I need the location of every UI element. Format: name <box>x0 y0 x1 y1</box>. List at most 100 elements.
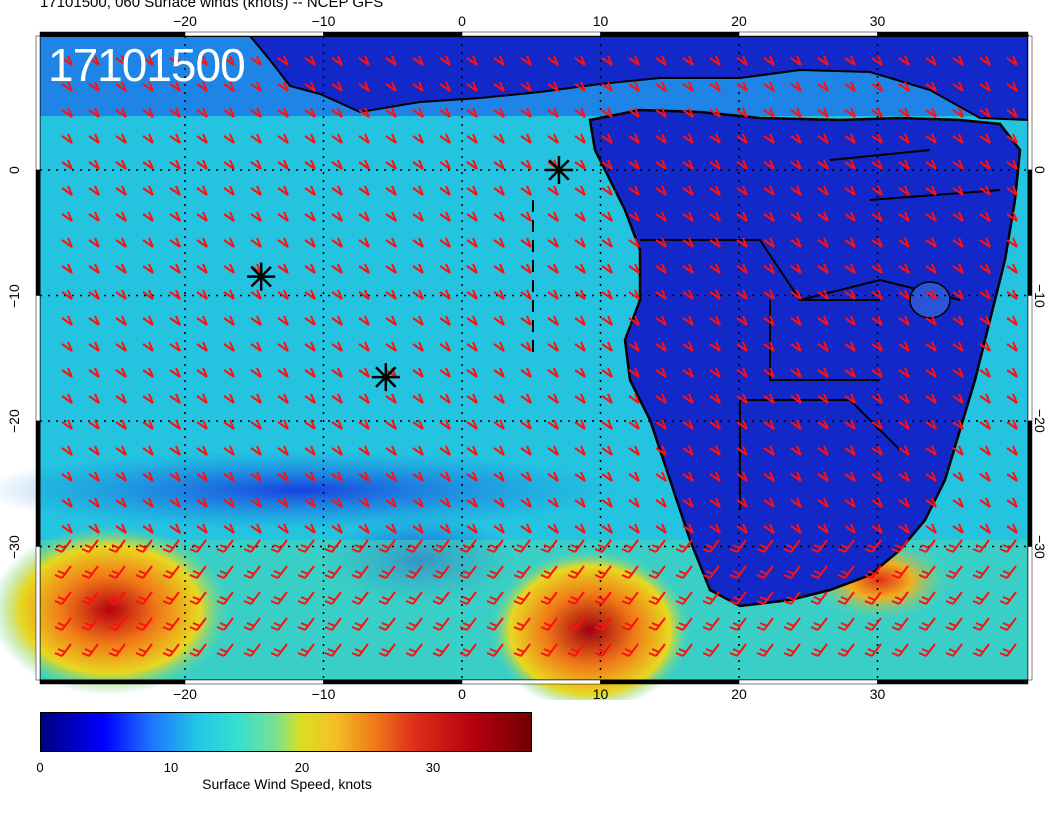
wind-barb <box>837 539 855 553</box>
wind-barb <box>655 185 667 196</box>
wind-barb <box>567 565 585 579</box>
wind-barb <box>169 393 181 404</box>
wind-barb <box>925 497 937 508</box>
wind-barb <box>1006 159 1018 170</box>
wind-barb <box>540 591 558 605</box>
wind-barb <box>1006 419 1018 430</box>
wind-barb <box>655 133 667 144</box>
wind-barb <box>277 211 289 222</box>
wind-barb <box>466 185 478 196</box>
wind-barb <box>169 419 181 430</box>
wind-barb <box>196 263 208 274</box>
wind-barb <box>81 591 99 605</box>
wind-barb <box>601 393 613 404</box>
wind-barb <box>898 211 910 222</box>
wind-barb <box>567 643 585 657</box>
lon-tick-top: 30 <box>869 13 886 29</box>
wind-barb <box>466 55 478 66</box>
wind-barb <box>871 367 883 378</box>
wind-barb <box>547 263 559 274</box>
wind-barb <box>358 185 370 196</box>
wind-barb <box>682 341 694 352</box>
wind-barb <box>520 367 532 378</box>
frame-segment <box>1027 420 1033 547</box>
wind-barb <box>378 591 396 605</box>
wind-barb <box>682 315 694 326</box>
wind-barb <box>574 211 586 222</box>
wind-barb <box>601 471 613 482</box>
wind-barb <box>142 211 154 222</box>
wind-barb <box>682 81 694 92</box>
wind-barb <box>81 539 99 553</box>
wind-barb <box>135 617 153 631</box>
frame-segment <box>877 679 1029 685</box>
wind-barb <box>439 237 451 248</box>
wind-barb <box>628 55 640 66</box>
wind-barb <box>655 315 667 326</box>
wind-barb <box>88 393 100 404</box>
wind-barb <box>763 81 775 92</box>
wind-barb <box>918 565 936 579</box>
wind-barb <box>196 289 208 300</box>
wind-barb <box>493 419 505 430</box>
wind-barb <box>790 471 802 482</box>
wind-barb <box>243 565 261 579</box>
wind-barb <box>331 393 343 404</box>
wind-barb <box>574 367 586 378</box>
wind-barb <box>952 445 964 456</box>
wind-barb <box>304 367 316 378</box>
wind-barb <box>520 289 532 300</box>
wind-barb <box>520 159 532 170</box>
wind-barb <box>513 539 531 553</box>
wind-barb <box>493 445 505 456</box>
wind-barb <box>763 133 775 144</box>
frame-segment <box>1027 169 1033 296</box>
wind-barb <box>547 107 559 118</box>
wind-barb <box>216 591 234 605</box>
wind-barb <box>655 211 667 222</box>
wind-barb <box>412 55 424 66</box>
wind-barb <box>358 523 370 534</box>
wind-barb <box>702 565 720 579</box>
wind-barb <box>952 315 964 326</box>
wind-barb <box>412 185 424 196</box>
wind-barb <box>763 263 775 274</box>
wind-barb <box>331 497 343 508</box>
wind-barb <box>439 315 451 326</box>
wind-barb <box>493 263 505 274</box>
wind-barb <box>493 133 505 144</box>
wind-barb <box>594 643 612 657</box>
wind-barb <box>439 497 451 508</box>
wind-barb <box>250 159 262 170</box>
wind-barb <box>358 107 370 118</box>
wind-barb <box>270 591 288 605</box>
wind-barb <box>1006 55 1018 66</box>
wind-barb <box>648 617 666 631</box>
wind-barb <box>736 55 748 66</box>
wind-barb <box>493 159 505 170</box>
wind-barb <box>682 263 694 274</box>
wind-barb <box>196 471 208 482</box>
wind-barb <box>88 367 100 378</box>
wind-barb <box>844 211 856 222</box>
wind-barb <box>621 643 639 657</box>
wind-barb <box>925 211 937 222</box>
wind-barb <box>628 81 640 92</box>
wind-barb <box>547 471 559 482</box>
wind-barb <box>702 591 720 605</box>
wind-barb <box>844 341 856 352</box>
wind-barb <box>520 315 532 326</box>
lat-tick-right: −10 <box>1032 283 1048 308</box>
wind-barb <box>817 185 829 196</box>
wind-barb <box>108 591 126 605</box>
wind-barb <box>108 617 126 631</box>
wind-barb <box>709 289 721 300</box>
wind-barb <box>621 565 639 579</box>
wind-barb <box>358 497 370 508</box>
wind-barb <box>675 565 693 579</box>
low-wind-band <box>0 450 620 530</box>
wind-barb <box>817 419 829 430</box>
wind-barb <box>88 55 100 66</box>
wind-barb <box>189 643 207 657</box>
wind-barb <box>736 315 748 326</box>
